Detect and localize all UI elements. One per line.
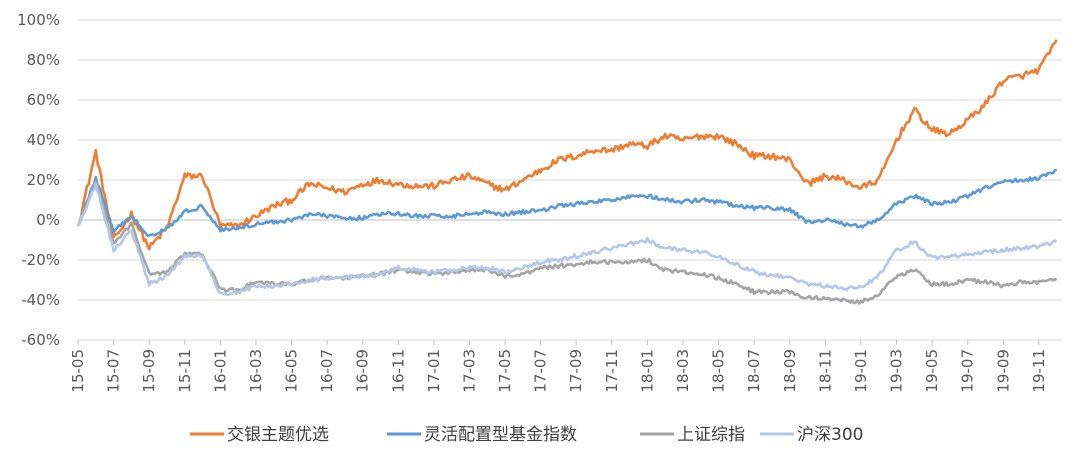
x-tick-label: 18-11 <box>816 349 834 393</box>
x-tick-label: 19-01 <box>852 349 870 393</box>
y-tick-label: 100% <box>17 11 60 29</box>
x-tick-label: 18-01 <box>638 349 656 393</box>
y-tick-label: -60% <box>21 331 60 349</box>
x-tick-label: 18-09 <box>781 349 799 393</box>
x-tick-label: 19-09 <box>994 349 1012 393</box>
x-tick-label: 15-05 <box>69 349 87 393</box>
series-line <box>76 168 1057 237</box>
x-tick-label: 16-09 <box>354 349 372 393</box>
legend-label: 灵活配置型基金指数 <box>424 425 577 445</box>
y-tick-label: 60% <box>27 91 60 109</box>
x-tick-label: 16-11 <box>389 349 407 393</box>
series-line <box>76 39 1058 251</box>
x-tick-label: 17-03 <box>460 349 478 393</box>
x-tick-label: 17-09 <box>567 349 585 393</box>
y-tick-label: 80% <box>27 51 60 69</box>
x-tick-label: 16-05 <box>283 349 301 393</box>
series-line <box>76 182 1058 297</box>
y-tick-label: 40% <box>27 131 60 149</box>
x-tick-label: 17-05 <box>496 349 514 393</box>
legend-label: 上证综指 <box>677 425 745 445</box>
x-tick-label: 19-07 <box>959 349 977 393</box>
x-tick-label: 17-11 <box>603 349 621 393</box>
x-tick-label: 18-05 <box>710 349 728 393</box>
x-tick-label: 18-07 <box>745 349 763 393</box>
x-tick-label: 15-09 <box>140 349 158 393</box>
y-tick-label: 0% <box>36 211 60 229</box>
x-tick-label: 16-01 <box>211 349 229 393</box>
x-tick-label: 19-11 <box>1030 349 1048 393</box>
x-tick-label: 17-01 <box>425 349 443 393</box>
x-tick-label: 19-03 <box>888 349 906 393</box>
x-tick-label: 15-07 <box>105 349 123 393</box>
y-tick-label: 20% <box>27 171 60 189</box>
x-tick-label: 17-07 <box>532 349 550 393</box>
y-tick-label: -20% <box>21 251 60 269</box>
x-tick-label: 15-11 <box>176 349 194 393</box>
legend-label: 沪深300 <box>797 425 863 445</box>
y-axis-ticks: -60% -40% -20% 0% 20% 40% 60% 80% 100% <box>17 11 60 349</box>
legend-label: 交银主题优选 <box>227 425 329 445</box>
series-lines <box>76 39 1058 305</box>
x-tick-label: 18-03 <box>674 349 692 393</box>
x-tick-label: 19-05 <box>923 349 941 393</box>
y-tick-label: -40% <box>21 291 60 309</box>
x-tick-label: 16-07 <box>318 349 336 393</box>
legend: 交银主题优选 灵活配置型基金指数 上证综指 沪深300 <box>190 425 863 445</box>
gridlines <box>78 19 1062 341</box>
x-axis-ticks: 15-05 15-07 15-09 15-11 16-01 16-03 16-05 16-07… <box>69 340 1048 393</box>
x-tick-label: 16-03 <box>247 349 265 393</box>
